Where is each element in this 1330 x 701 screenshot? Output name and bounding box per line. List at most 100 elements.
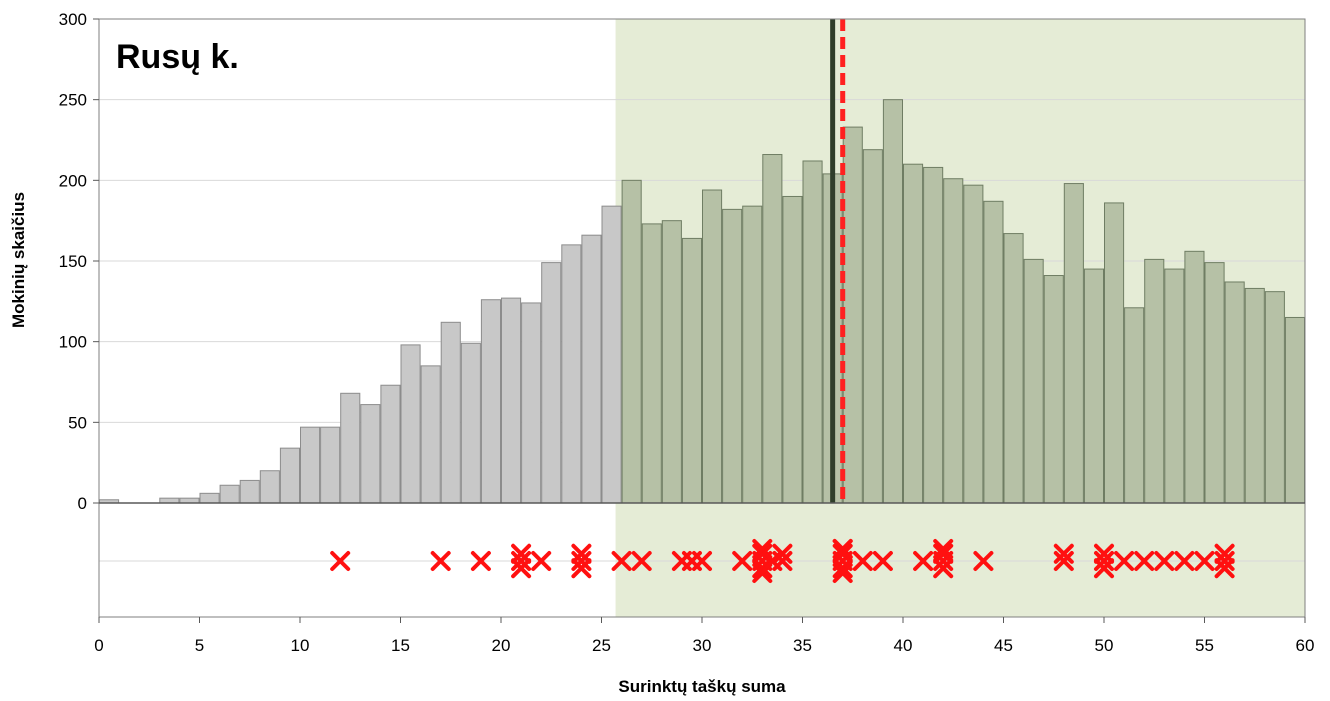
- x-tick-label: 5: [195, 636, 204, 655]
- histogram-bar: [259, 470, 280, 504]
- x-tick-label: 25: [592, 636, 611, 655]
- histogram-bar: [862, 149, 883, 504]
- marker-stroke: [732, 551, 753, 571]
- histogram-bar: [983, 200, 1004, 504]
- marker-stroke: [571, 558, 592, 579]
- histogram-bar: [702, 189, 723, 504]
- school-marker: [832, 543, 853, 564]
- y-tick-label: 100: [59, 333, 87, 352]
- school-marker: [1134, 551, 1155, 571]
- x-tick-label: 55: [1195, 636, 1214, 655]
- x-tick-label: 30: [693, 636, 712, 655]
- histogram-bar: [239, 479, 260, 504]
- histogram-bar: [661, 220, 682, 504]
- school-marker: [1174, 551, 1195, 571]
- histogram-bar: [842, 126, 863, 504]
- marker-stroke: [1134, 551, 1155, 571]
- histogram-bar: [882, 99, 904, 504]
- school-marker: [1053, 543, 1074, 564]
- school-marker: [1094, 551, 1114, 571]
- histogram-bar: [1224, 281, 1245, 504]
- histogram-bar: [1104, 202, 1125, 504]
- x-tick-label: 45: [994, 636, 1013, 655]
- histogram-bar: [1124, 307, 1145, 504]
- marker-stroke: [772, 551, 793, 571]
- y-tick-label: 250: [59, 91, 87, 110]
- school-marker: [692, 551, 712, 571]
- school-marker: [430, 551, 451, 571]
- school-marker: [571, 543, 592, 564]
- marker-stroke: [1174, 551, 1195, 571]
- marker-stroke: [511, 551, 532, 571]
- marker-stroke: [1094, 551, 1114, 571]
- marker-stroke: [933, 543, 954, 564]
- marker-stroke: [832, 543, 853, 564]
- school-marker: [872, 551, 893, 571]
- school-marker: [933, 539, 954, 559]
- school-markers-group: [330, 539, 1235, 583]
- marker-stroke: [330, 551, 351, 571]
- marker-stroke: [511, 558, 532, 579]
- histogram-bar: [460, 342, 481, 504]
- x-tick-label: 20: [492, 636, 511, 655]
- school-marker: [1154, 551, 1175, 571]
- histogram-bar: [601, 205, 622, 504]
- marker-stroke: [531, 551, 552, 571]
- histogram-bar: [581, 234, 602, 504]
- marker-stroke: [752, 539, 773, 559]
- marker-stroke: [832, 558, 853, 579]
- x-tick-label: 40: [894, 636, 913, 655]
- y-tick-label: 50: [68, 413, 87, 432]
- school-marker: [1194, 551, 1215, 571]
- marker-stroke: [1114, 551, 1135, 571]
- marker-stroke: [752, 543, 773, 564]
- marker-stroke: [933, 539, 954, 559]
- marker-stroke: [752, 558, 773, 579]
- y-tick-labels: 0 50 100 150 200 250 300: [59, 10, 87, 513]
- chart-title: Rusų k.: [116, 38, 239, 76]
- marker-stroke: [430, 551, 451, 571]
- marker-stroke: [832, 539, 853, 559]
- marker-stroke: [933, 558, 954, 579]
- school-marker: [772, 551, 793, 571]
- school-marker: [631, 551, 652, 571]
- histogram-bar: [1003, 233, 1024, 504]
- school-marker: [330, 551, 351, 571]
- histogram-bar: [1144, 258, 1165, 504]
- histogram-bar: [1083, 268, 1105, 504]
- school-marker: [1053, 551, 1074, 571]
- marker-stroke: [1053, 551, 1074, 571]
- marker-stroke: [511, 543, 532, 564]
- marker-stroke: [1194, 551, 1215, 571]
- histogram-bar: [199, 492, 220, 504]
- school-marker: [611, 551, 632, 571]
- marker-stroke: [1214, 543, 1235, 564]
- school-marker: [752, 543, 773, 564]
- school-marker: [571, 551, 592, 571]
- histogram-bar: [501, 297, 522, 504]
- marker-stroke: [470, 551, 491, 571]
- school-marker: [1094, 543, 1114, 564]
- histogram-bar: [1184, 250, 1205, 504]
- x-tick-label: 15: [391, 636, 410, 655]
- histogram-bar: [782, 195, 803, 504]
- marker-stroke: [1053, 543, 1074, 564]
- school-marker: [1214, 558, 1235, 579]
- histogram-bar: [279, 447, 300, 504]
- histogram-bar: [1244, 287, 1265, 504]
- school-marker: [511, 543, 532, 564]
- school-marker: [772, 543, 793, 564]
- histogram-bar: [219, 484, 240, 504]
- marker-stroke: [973, 551, 994, 571]
- marker-stroke: [692, 551, 712, 571]
- marker-stroke: [913, 551, 934, 571]
- histogram-bar: [300, 426, 321, 504]
- school-marker: [933, 543, 954, 564]
- histogram-bar: [722, 208, 743, 504]
- x-tick-label: 50: [1095, 636, 1114, 655]
- school-marker: [913, 551, 934, 571]
- school-marker: [1114, 551, 1135, 571]
- marker-stroke: [631, 551, 652, 571]
- marker-stroke: [772, 543, 793, 564]
